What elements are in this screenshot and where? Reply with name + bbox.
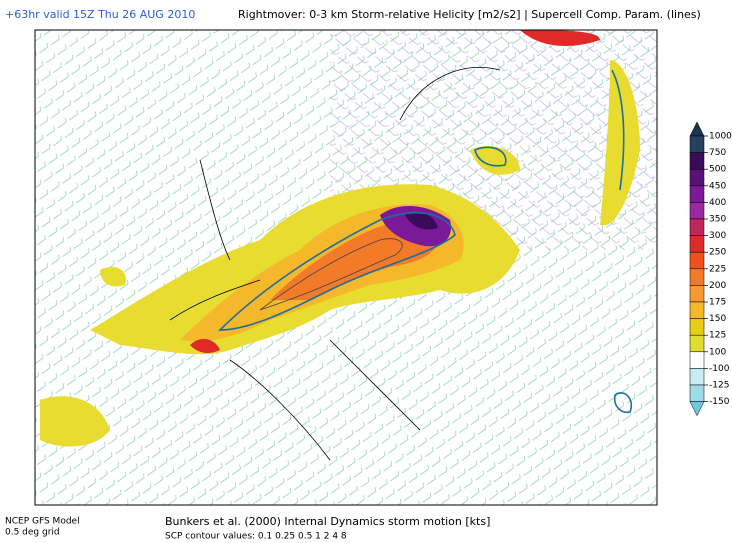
colorbar-segment [689, 285, 705, 303]
model-label: NCEP GFS Model [5, 517, 80, 527]
colorbar-label: 225 [709, 264, 726, 274]
colorbar-label: -150 [709, 397, 730, 407]
colorbar-segment [689, 318, 705, 336]
colorbar-segment [689, 202, 705, 220]
colorbar: 1000 750 500 450 400 350 300 250 225 200 175 150 125… [689, 121, 732, 417]
colorbar-label: 125 [709, 331, 726, 341]
colorbar-segment [689, 251, 705, 270]
colorbar-segment [689, 384, 705, 402]
colorbar-label: 450 [709, 181, 726, 191]
colorbar-label: 350 [709, 215, 726, 225]
map-title: Rightmover: 0-3 km Storm-relative Helici… [238, 8, 701, 21]
colorbar-cap [689, 401, 705, 417]
map-frame [34, 29, 658, 506]
colorbar-segment [689, 168, 705, 187]
colorbar-segment [689, 334, 705, 353]
colorbar-label: 100 [709, 347, 726, 357]
grid-label: 0.5 deg grid [5, 528, 60, 538]
run-label: +63hr valid 15Z Thu 26 AUG 2010 [5, 8, 195, 21]
colorbar-label: 500 [709, 165, 726, 175]
colorbar-cap [689, 121, 705, 137]
colorbar-label: -100 [709, 364, 730, 374]
colorbar-label: 250 [709, 248, 726, 258]
colorbar-label: 175 [709, 298, 726, 308]
colorbar-label: 750 [709, 148, 726, 158]
colorbar-label: 1000 [709, 132, 732, 142]
scp-values-label: SCP contour values: 0.1 0.25 0.5 1 2 4 8 [165, 532, 347, 542]
colorbar-segment [689, 268, 705, 286]
storm-motion-label: Bunkers et al. (2000) Internal Dynamics … [165, 515, 490, 528]
colorbar-segment [689, 301, 705, 319]
colorbar-label: -125 [709, 381, 729, 391]
colorbar-segment [689, 351, 705, 369]
map-area [35, 30, 657, 505]
colorbar-segment [689, 185, 705, 203]
colorbar-label: 200 [709, 281, 726, 291]
colorbar-segment [689, 218, 705, 236]
colorbar-segment [689, 152, 705, 170]
colorbar-segment [689, 235, 705, 253]
colorbar-label: 150 [709, 314, 726, 324]
colorbar-segment [689, 368, 705, 386]
colorbar-label: 400 [709, 198, 726, 208]
colorbar-segment [689, 135, 705, 153]
colorbar-label: 300 [709, 231, 726, 241]
